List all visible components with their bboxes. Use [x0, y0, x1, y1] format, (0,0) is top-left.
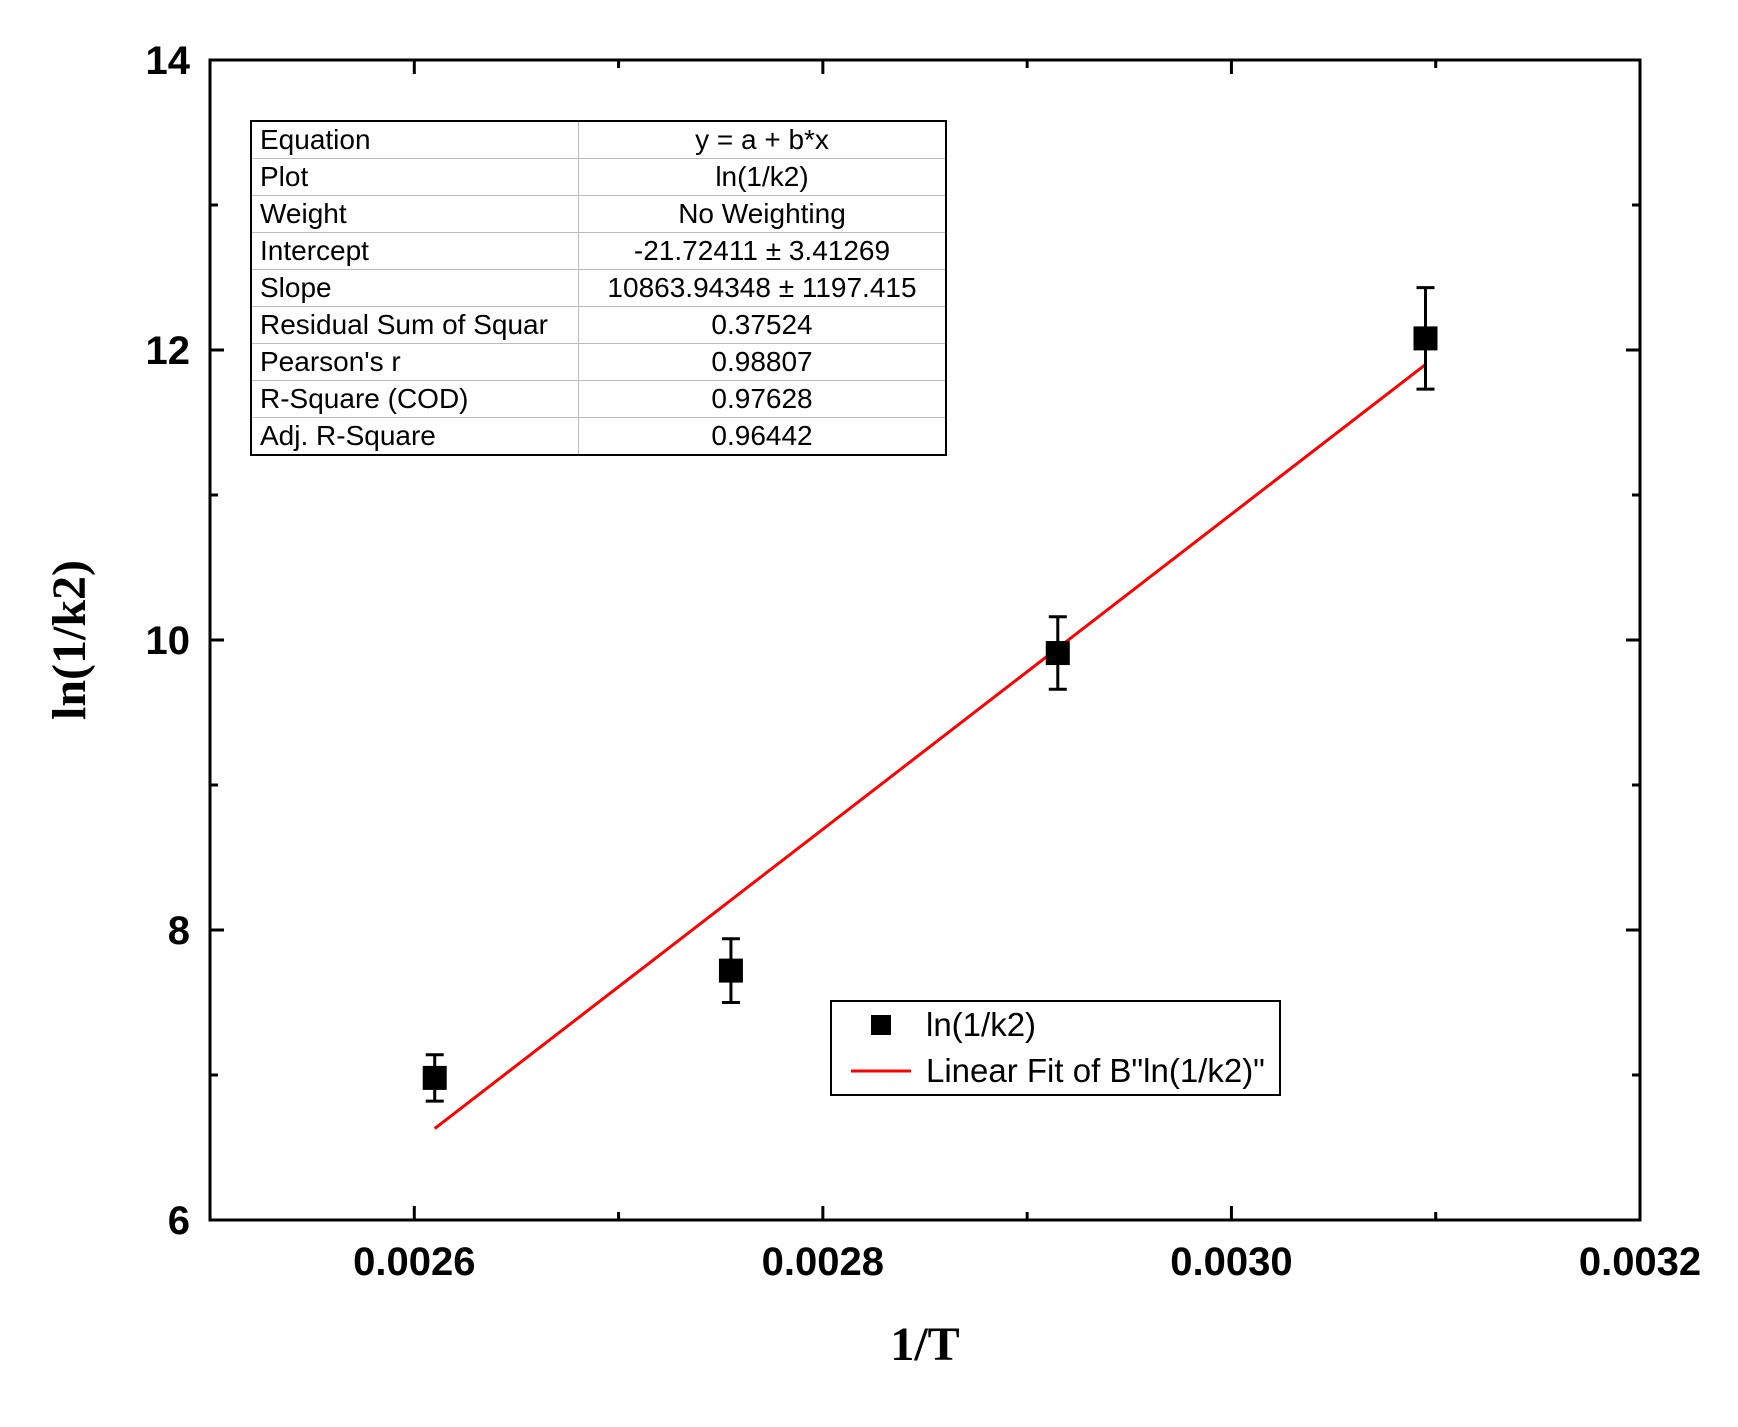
data-marker	[719, 959, 743, 983]
y-tick-label: 14	[146, 39, 191, 83]
stats-value: 10863.94348 ± 1197.415	[579, 270, 947, 307]
legend-marker-icon	[846, 1010, 916, 1040]
stats-value: 0.98807	[579, 344, 947, 381]
data-marker	[1414, 326, 1438, 350]
stats-label: Equation	[251, 121, 579, 159]
stats-row: Adj. R-Square0.96442	[251, 418, 946, 456]
y-tick-label: 6	[168, 1199, 190, 1243]
stats-row: Residual Sum of Squar0.37524	[251, 307, 946, 344]
stats-row: Pearson's r0.98807	[251, 344, 946, 381]
y-axis-label: ln(1/k2)	[43, 560, 96, 720]
stats-row: Intercept-21.72411 ± 3.41269	[251, 233, 946, 270]
y-tick-label: 10	[146, 619, 191, 663]
stats-label: Plot	[251, 159, 579, 196]
x-tick-label: 0.0026	[353, 1240, 475, 1284]
stats-value: No Weighting	[579, 196, 947, 233]
legend-label: ln(1/k2)	[926, 1006, 1036, 1044]
legend-label: Linear Fit of B"ln(1/k2)"	[926, 1052, 1265, 1090]
stats-label: Intercept	[251, 233, 579, 270]
stats-value: 0.97628	[579, 381, 947, 418]
data-marker	[1046, 641, 1070, 665]
legend: ln(1/k2) Linear Fit of B"ln(1/k2)"	[830, 1000, 1281, 1096]
stats-value: -21.72411 ± 3.41269	[579, 233, 947, 270]
stats-row: R-Square (COD)0.97628	[251, 381, 946, 418]
x-tick-label: 0.0032	[1579, 1240, 1701, 1284]
stats-label: Slope	[251, 270, 579, 307]
stats-label: Pearson's r	[251, 344, 579, 381]
y-tick-label: 8	[168, 909, 190, 953]
legend-entry: Linear Fit of B"ln(1/k2)"	[832, 1048, 1279, 1094]
stats-row: Equationy = a + b*x	[251, 121, 946, 159]
stats-label: Adj. R-Square	[251, 418, 579, 456]
x-tick-label: 0.0030	[1170, 1240, 1292, 1284]
stats-value: y = a + b*x	[579, 121, 947, 159]
legend-line-icon	[846, 1056, 916, 1086]
stats-label: Residual Sum of Squar	[251, 307, 579, 344]
stats-row: Plotln(1/k2)	[251, 159, 946, 196]
stats-value: 0.96442	[579, 418, 947, 456]
stats-value: 0.37524	[579, 307, 947, 344]
chart-container: 0.0026 0.0028 0.0030 0.0032 6 8 10 12 14 1/T ln(1/…	[0, 0, 1738, 1427]
stats-value: ln(1/k2)	[579, 159, 947, 196]
stats-row: WeightNo Weighting	[251, 196, 946, 233]
data-marker	[423, 1066, 447, 1090]
stats-label: R-Square (COD)	[251, 381, 579, 418]
stats-row: Slope10863.94348 ± 1197.415	[251, 270, 946, 307]
stats-label: Weight	[251, 196, 579, 233]
x-tick-label: 0.0028	[762, 1240, 884, 1284]
legend-entry: ln(1/k2)	[832, 1002, 1279, 1048]
y-tick-label: 12	[146, 329, 191, 373]
x-axis-label: 1/T	[890, 1318, 959, 1371]
fit-stats-table: Equationy = a + b*xPlotln(1/k2)WeightNo …	[250, 120, 947, 456]
